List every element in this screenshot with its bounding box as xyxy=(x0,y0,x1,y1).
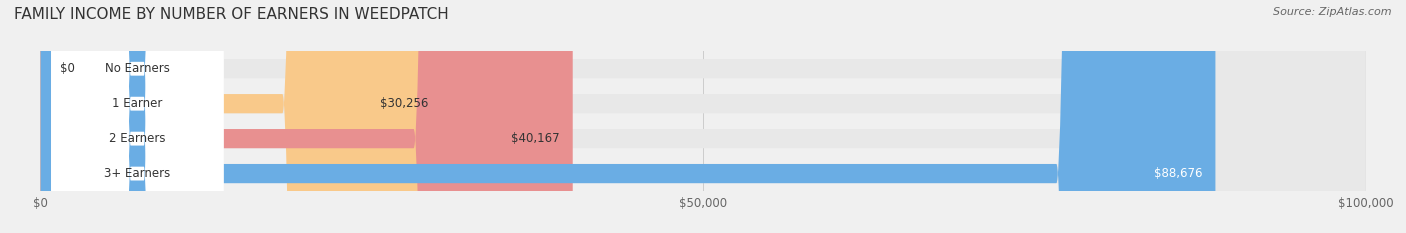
Text: 3+ Earners: 3+ Earners xyxy=(104,167,170,180)
FancyBboxPatch shape xyxy=(51,0,224,233)
FancyBboxPatch shape xyxy=(41,0,441,233)
Text: 2 Earners: 2 Earners xyxy=(110,132,166,145)
Text: 1 Earner: 1 Earner xyxy=(112,97,163,110)
Text: $0: $0 xyxy=(60,62,76,75)
Text: $30,256: $30,256 xyxy=(380,97,429,110)
FancyBboxPatch shape xyxy=(51,0,224,233)
FancyBboxPatch shape xyxy=(41,0,1365,233)
Text: FAMILY INCOME BY NUMBER OF EARNERS IN WEEDPATCH: FAMILY INCOME BY NUMBER OF EARNERS IN WE… xyxy=(14,7,449,22)
FancyBboxPatch shape xyxy=(41,0,1365,233)
FancyBboxPatch shape xyxy=(41,0,1365,233)
FancyBboxPatch shape xyxy=(41,0,572,233)
FancyBboxPatch shape xyxy=(51,0,224,233)
Text: No Earners: No Earners xyxy=(105,62,170,75)
Text: $40,167: $40,167 xyxy=(510,132,560,145)
FancyBboxPatch shape xyxy=(41,0,1215,233)
Text: Source: ZipAtlas.com: Source: ZipAtlas.com xyxy=(1274,7,1392,17)
FancyBboxPatch shape xyxy=(51,0,224,233)
Text: $88,676: $88,676 xyxy=(1154,167,1202,180)
FancyBboxPatch shape xyxy=(41,0,1365,233)
